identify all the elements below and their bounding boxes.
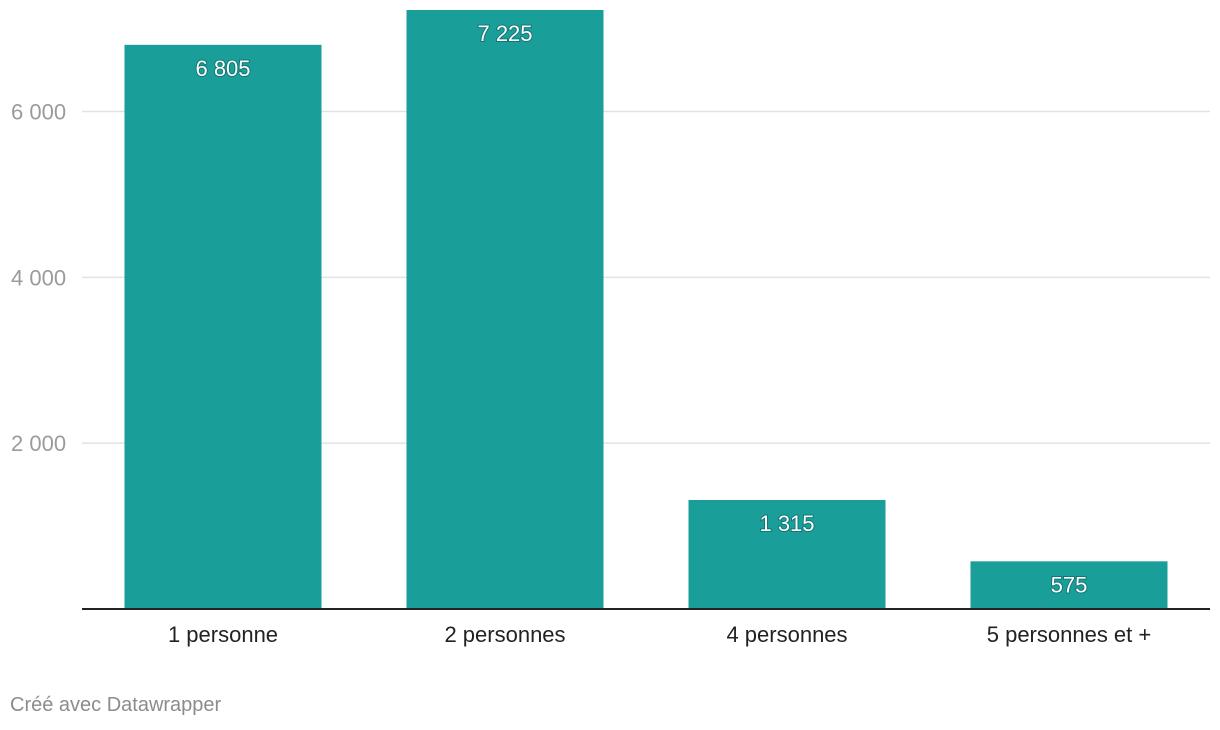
y-tick-label: 6 000 [11, 100, 66, 125]
credit-text: Créé avec Datawrapper [10, 694, 222, 716]
bar-value-label: 575 [1051, 572, 1088, 597]
bar [688, 499, 886, 609]
x-tick-label: 2 personnes [444, 622, 565, 647]
y-axis-ticks: 2 000 4 000 6 000 [11, 100, 66, 457]
bar-value-labels: 6 805 7 225 1 315 575 [194, 20, 1088, 598]
y-tick-label: 2 000 [11, 431, 66, 456]
x-tick-label: 5 personnes et + [987, 622, 1152, 647]
x-axis-ticks: 1 personne 2 personnes 4 personnes 5 person… [168, 622, 1151, 647]
bar [406, 10, 604, 609]
bar [124, 44, 322, 610]
bar-value-label: 1 315 [759, 511, 814, 536]
bar-value-label: 7 225 [477, 21, 532, 46]
bar [970, 561, 1168, 609]
bar-value-label: 6 805 [195, 56, 250, 81]
bars [124, 10, 1168, 610]
x-tick-label: 1 personne [168, 622, 278, 647]
y-tick-label: 4 000 [11, 265, 66, 290]
x-tick-label: 4 personnes [726, 622, 847, 647]
